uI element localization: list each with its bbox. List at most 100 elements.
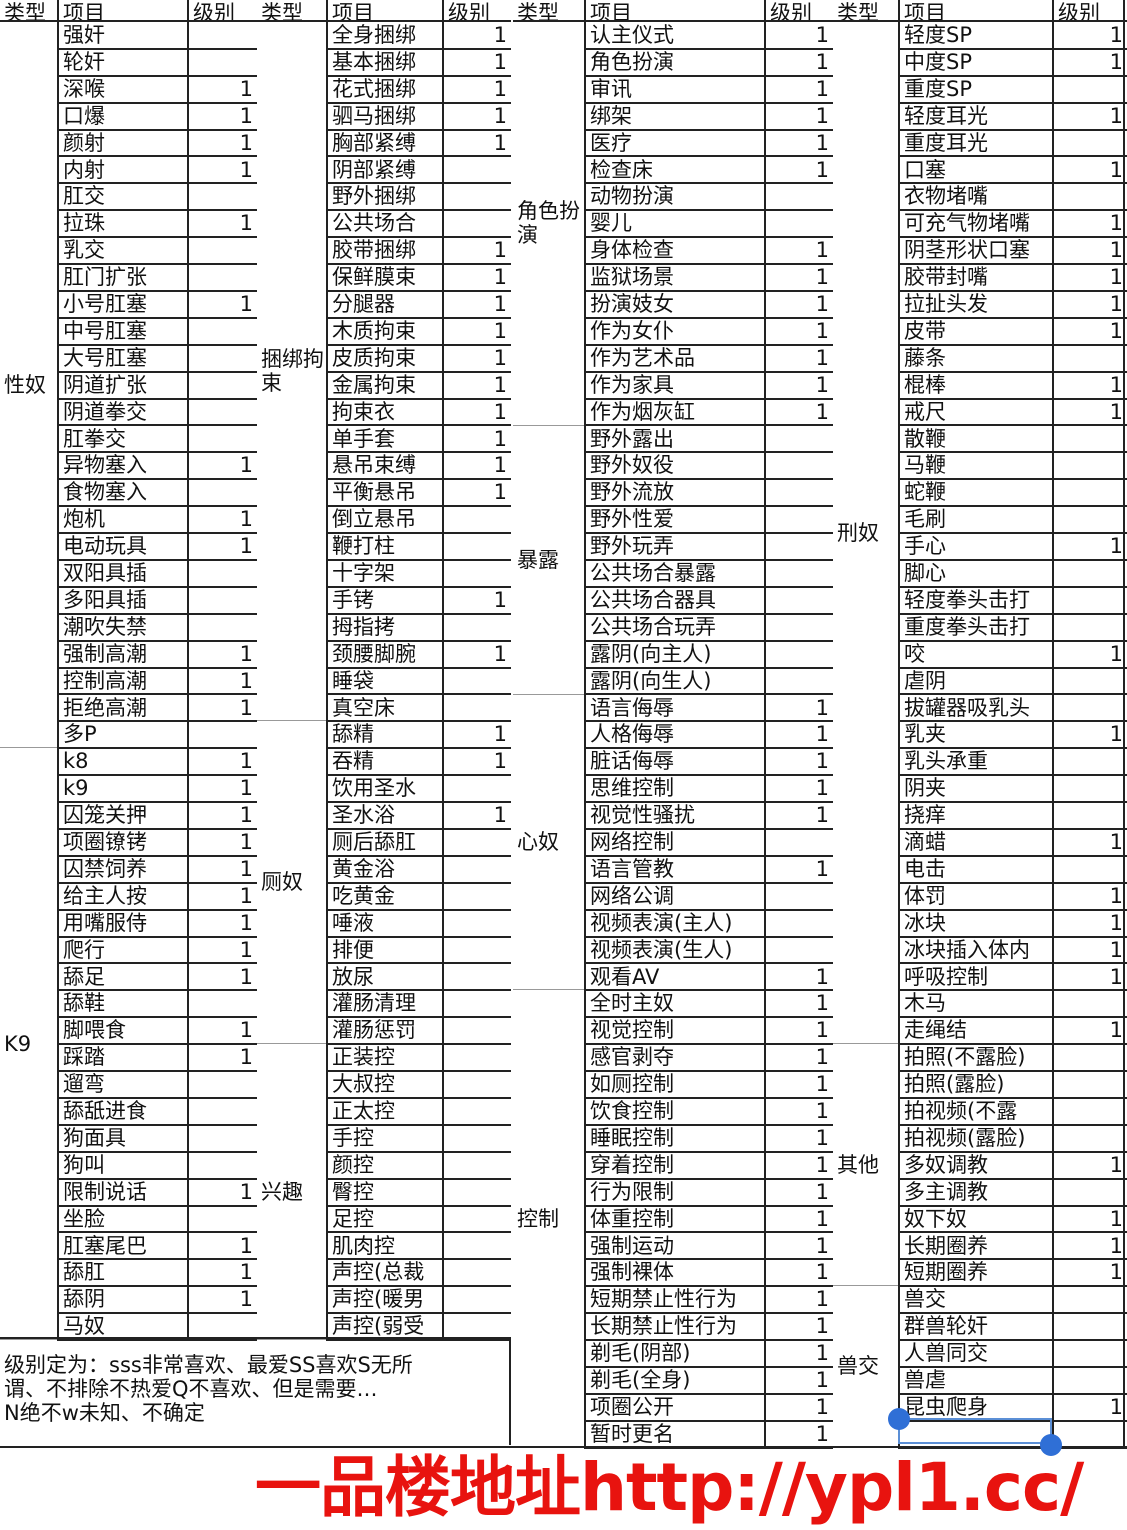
- level-cell[interactable]: [1052, 452, 1127, 481]
- level-cell[interactable]: [442, 1044, 511, 1073]
- level-cell[interactable]: 1: [1052, 640, 1127, 669]
- level-cell[interactable]: [1052, 1098, 1127, 1126]
- level-cell[interactable]: 1: [442, 586, 511, 615]
- item-cell[interactable]: 颈腰脚腕: [326, 640, 442, 669]
- level-cell[interactable]: [1052, 344, 1127, 373]
- level-cell[interactable]: 1: [187, 667, 257, 696]
- level-cell[interactable]: 1: [764, 802, 833, 830]
- level-cell[interactable]: [187, 48, 257, 77]
- level-cell[interactable]: 1: [187, 855, 257, 884]
- level-cell[interactable]: [764, 882, 833, 911]
- level-cell[interactable]: [1052, 1124, 1127, 1153]
- level-cell[interactable]: [1052, 694, 1127, 723]
- item-cell[interactable]: 口爆: [57, 102, 187, 131]
- item-cell[interactable]: 思维控制: [584, 775, 764, 804]
- item-cell[interactable]: 滴蜡: [898, 829, 1052, 857]
- level-cell[interactable]: [1052, 1367, 1127, 1395]
- item-cell[interactable]: 肛拳交: [57, 425, 187, 454]
- item-cell[interactable]: 饮用圣水: [326, 775, 442, 804]
- level-cell[interactable]: [442, 560, 511, 588]
- item-cell[interactable]: 长期禁止性行为: [584, 1313, 764, 1342]
- item-cell[interactable]: 舔鞋: [57, 990, 187, 1019]
- level-cell[interactable]: [187, 990, 257, 1019]
- level-cell[interactable]: 1: [764, 344, 833, 373]
- level-cell[interactable]: 1: [187, 882, 257, 911]
- level-cell[interactable]: 1: [187, 936, 257, 965]
- level-cell[interactable]: [442, 1178, 511, 1207]
- level-cell[interactable]: 1: [764, 156, 833, 185]
- item-cell[interactable]: 身体检查: [584, 237, 764, 266]
- item-cell[interactable]: 野外流放: [584, 479, 764, 508]
- item-cell[interactable]: 拉珠: [57, 210, 187, 239]
- item-cell[interactable]: 阴道拳交: [57, 398, 187, 427]
- item-cell[interactable]: 驷马捆绑: [326, 102, 442, 131]
- item-cell[interactable]: 囚笼关押: [57, 802, 187, 830]
- level-cell[interactable]: 1: [442, 22, 511, 50]
- level-cell[interactable]: [442, 210, 511, 239]
- level-cell[interactable]: 1: [764, 1205, 833, 1234]
- item-cell[interactable]: 作为家具: [584, 371, 764, 400]
- level-cell[interactable]: [764, 506, 833, 535]
- item-cell[interactable]: 拍照(不露脸): [898, 1044, 1052, 1073]
- item-cell[interactable]: 人兽同交: [898, 1340, 1052, 1368]
- level-cell[interactable]: [187, 237, 257, 266]
- item-cell[interactable]: 野外捆绑: [326, 183, 442, 212]
- level-cell[interactable]: [442, 855, 511, 884]
- level-cell[interactable]: 1: [764, 48, 833, 77]
- item-cell[interactable]: 剃毛(阴部): [584, 1340, 764, 1368]
- item-cell[interactable]: 奴下奴: [898, 1205, 1052, 1234]
- item-cell[interactable]: 公共场合玩弄: [584, 613, 764, 642]
- item-cell[interactable]: 作为艺术品: [584, 344, 764, 373]
- level-cell[interactable]: 1: [187, 156, 257, 185]
- item-cell[interactable]: 如厕控制: [584, 1071, 764, 1099]
- item-cell[interactable]: 体重控制: [584, 1205, 764, 1234]
- level-cell[interactable]: 1: [442, 802, 511, 830]
- level-cell[interactable]: [1052, 1286, 1127, 1315]
- item-cell[interactable]: 踩踏: [57, 1044, 187, 1073]
- item-cell[interactable]: 项圈镣铐: [57, 829, 187, 857]
- item-cell[interactable]: 胸部紧缚: [326, 129, 442, 158]
- level-cell[interactable]: [187, 586, 257, 615]
- level-cell[interactable]: [442, 156, 511, 185]
- level-cell[interactable]: [442, 533, 511, 561]
- level-cell[interactable]: 1: [764, 1071, 833, 1099]
- level-cell[interactable]: [764, 936, 833, 965]
- level-cell[interactable]: [764, 425, 833, 454]
- level-cell[interactable]: [764, 640, 833, 669]
- level-cell[interactable]: 1: [442, 344, 511, 373]
- item-cell[interactable]: 脚心: [898, 560, 1052, 588]
- level-cell[interactable]: [187, 1313, 257, 1342]
- item-cell[interactable]: k9: [57, 775, 187, 804]
- item-cell[interactable]: 拍视频(不露: [898, 1098, 1052, 1126]
- item-cell[interactable]: 检查床: [584, 156, 764, 185]
- item-cell[interactable]: 声控(暖男: [326, 1286, 442, 1315]
- level-cell[interactable]: [442, 1313, 511, 1342]
- level-cell[interactable]: [442, 1286, 511, 1315]
- item-cell[interactable]: 拒绝高潮: [57, 694, 187, 723]
- level-cell[interactable]: 1: [1052, 533, 1127, 561]
- item-cell[interactable]: 棍棒: [898, 371, 1052, 400]
- item-cell[interactable]: 全身捆绑: [326, 22, 442, 50]
- item-cell[interactable]: 舔阴: [57, 1286, 187, 1315]
- item-cell[interactable]: 作为女仆: [584, 317, 764, 346]
- item-cell[interactable]: 深喉: [57, 75, 187, 104]
- level-cell[interactable]: [442, 506, 511, 535]
- item-cell[interactable]: 大号肛塞: [57, 344, 187, 373]
- item-cell[interactable]: 咬: [898, 640, 1052, 669]
- level-cell[interactable]: 1: [764, 129, 833, 158]
- level-cell[interactable]: 1: [764, 1393, 833, 1422]
- level-cell[interactable]: [187, 1071, 257, 1099]
- item-cell[interactable]: 挠痒: [898, 802, 1052, 830]
- level-cell[interactable]: 1: [764, 75, 833, 104]
- level-cell[interactable]: [1052, 1071, 1127, 1099]
- item-cell[interactable]: 感官剥夺: [584, 1044, 764, 1073]
- level-cell[interactable]: 1: [764, 990, 833, 1019]
- level-cell[interactable]: 1: [1052, 1259, 1127, 1288]
- level-cell[interactable]: [442, 990, 511, 1019]
- item-cell[interactable]: 肛交: [57, 183, 187, 212]
- level-cell[interactable]: [1052, 613, 1127, 642]
- item-cell[interactable]: 肛塞尾巴: [57, 1232, 187, 1261]
- item-cell[interactable]: 肌肉控: [326, 1232, 442, 1261]
- item-cell[interactable]: 基本捆绑: [326, 48, 442, 77]
- item-cell[interactable]: 公共场合暴露: [584, 560, 764, 588]
